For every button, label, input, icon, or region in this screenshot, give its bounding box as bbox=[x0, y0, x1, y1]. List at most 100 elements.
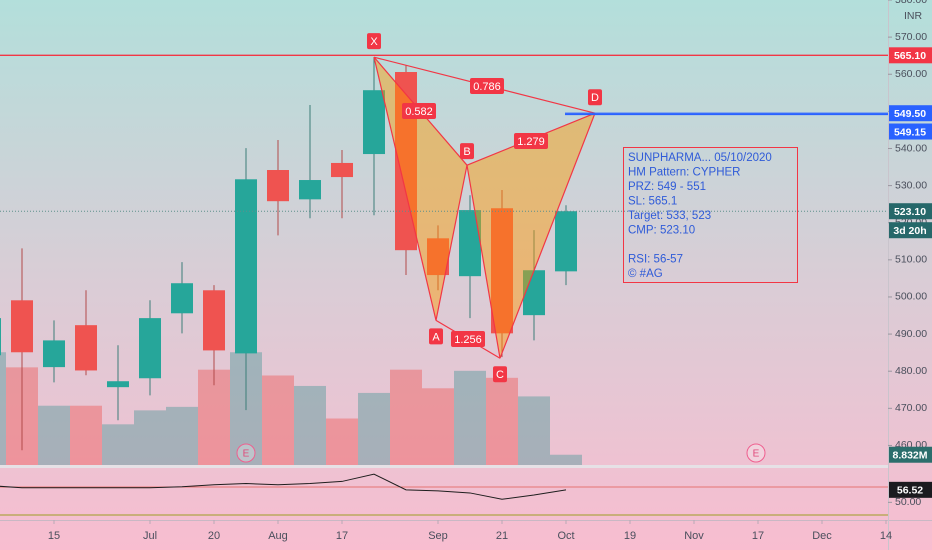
candle-body bbox=[427, 238, 449, 276]
price-line-label: 549.50 bbox=[894, 108, 926, 120]
candle-body bbox=[139, 318, 161, 379]
countdown-label: 3d 20h bbox=[893, 225, 926, 237]
info-line: PRZ: 549 - 551 bbox=[628, 181, 706, 193]
rsi-value-label: 56.52 bbox=[897, 485, 923, 497]
pattern-point-box bbox=[367, 33, 381, 50]
y-tick-label: 570.00 bbox=[895, 31, 927, 43]
candle-body bbox=[0, 318, 1, 356]
volume-bar bbox=[198, 369, 230, 465]
last-price-label: 523.10 bbox=[894, 206, 926, 218]
volume-bar bbox=[454, 370, 486, 465]
earnings-marker bbox=[236, 443, 256, 463]
volume-bar bbox=[166, 406, 198, 465]
rsi-tick-label: 50.00 bbox=[895, 496, 921, 508]
candle-body bbox=[331, 162, 353, 178]
ratio-box bbox=[514, 133, 548, 149]
candle-body bbox=[235, 179, 257, 354]
earnings-label: E bbox=[243, 449, 250, 460]
volume-label: 8.832M bbox=[892, 450, 927, 462]
rsi-value-label-box bbox=[889, 481, 932, 498]
ratio-label: 0.582 bbox=[405, 106, 433, 118]
volume-bar bbox=[326, 418, 358, 465]
y-tick-label: 560.00 bbox=[895, 68, 927, 80]
volume-bar bbox=[390, 369, 422, 465]
candle-body bbox=[171, 283, 193, 314]
candle-body bbox=[491, 208, 513, 334]
x-tick-label: Nov bbox=[684, 530, 704, 542]
x-tick-label: 17 bbox=[752, 530, 764, 542]
pattern-triangle bbox=[374, 57, 467, 321]
y-tick-label: 540.00 bbox=[895, 142, 927, 154]
volume-label-box bbox=[889, 446, 932, 463]
candle-body bbox=[75, 325, 97, 371]
volume-bar bbox=[422, 388, 454, 465]
candle-body bbox=[459, 210, 481, 277]
price-line-label-box bbox=[889, 123, 932, 140]
pattern-point-box bbox=[588, 89, 602, 106]
candle-body bbox=[267, 170, 289, 202]
ratio-label: 1.256 bbox=[454, 334, 482, 346]
info-line: © #AG bbox=[628, 268, 663, 280]
candle-body bbox=[523, 270, 545, 316]
pattern-point-label: D bbox=[591, 92, 599, 104]
currency-label: INR bbox=[904, 10, 923, 22]
volume-bar bbox=[518, 396, 550, 465]
candle-body bbox=[11, 300, 33, 353]
pattern-leg bbox=[499, 112, 596, 359]
ratio-label: 0.786 bbox=[473, 81, 501, 93]
y-tick-label: 500.00 bbox=[895, 291, 927, 303]
volume-bar bbox=[550, 454, 582, 465]
ratio-box bbox=[451, 331, 485, 347]
candle-body bbox=[43, 340, 65, 368]
y-tick-label: 530.00 bbox=[895, 179, 927, 191]
volume-bar bbox=[262, 375, 294, 465]
earnings-marker bbox=[746, 443, 766, 463]
y-tick-label: 480.00 bbox=[895, 365, 927, 377]
x-tick-label: Sep bbox=[428, 530, 448, 542]
volume-bar bbox=[294, 385, 326, 465]
volume-bar bbox=[134, 410, 166, 465]
pattern-point-label: C bbox=[496, 369, 504, 381]
price-line-label: 565.10 bbox=[894, 50, 926, 62]
volume-bar bbox=[38, 405, 70, 465]
x-tick-label: 20 bbox=[208, 530, 220, 542]
pattern-triangle bbox=[467, 113, 595, 359]
countdown-label-box bbox=[889, 222, 932, 239]
candle-body bbox=[203, 290, 225, 351]
ratio-label: 1.279 bbox=[517, 136, 545, 148]
y-tick-label: 510.00 bbox=[895, 254, 927, 266]
candle-body bbox=[107, 381, 129, 388]
y-tick-label: 580.00 bbox=[895, 0, 927, 6]
info-line: RSI: 56-57 bbox=[628, 254, 683, 266]
pattern-leg bbox=[466, 165, 501, 359]
info-line: SL: 565.1 bbox=[628, 196, 677, 208]
volume-bar bbox=[358, 392, 390, 465]
candle-body bbox=[555, 211, 577, 272]
last-price-label-box bbox=[889, 203, 932, 220]
x-tick-label: 17 bbox=[336, 530, 348, 542]
info-line: SUNPHARMA... 05/10/2020 bbox=[628, 152, 772, 164]
pattern-point-label: X bbox=[370, 36, 378, 48]
x-tick-label: Oct bbox=[557, 530, 574, 542]
y-tick-label: 470.00 bbox=[895, 402, 927, 414]
info-line: Target: 533, 523 bbox=[628, 210, 711, 222]
x-tick-label: Dec bbox=[812, 530, 832, 542]
pattern-leg bbox=[435, 165, 468, 321]
volume-bar bbox=[486, 377, 518, 465]
info-line: CMP: 523.10 bbox=[628, 225, 695, 237]
earnings-label: E bbox=[753, 449, 760, 460]
ratio-box bbox=[402, 103, 436, 119]
price-line-label: 549.15 bbox=[894, 126, 926, 138]
x-tick-label: 21 bbox=[496, 530, 508, 542]
y-tick-label: 490.00 bbox=[895, 328, 927, 340]
ratio-box bbox=[470, 78, 504, 94]
pattern-point-box bbox=[493, 366, 507, 383]
x-tick-label: 19 bbox=[624, 530, 636, 542]
pattern-leg bbox=[373, 57, 437, 321]
candle-body bbox=[363, 90, 385, 155]
x-tick-label: 14 bbox=[880, 530, 892, 542]
pattern-point-box bbox=[429, 328, 443, 345]
